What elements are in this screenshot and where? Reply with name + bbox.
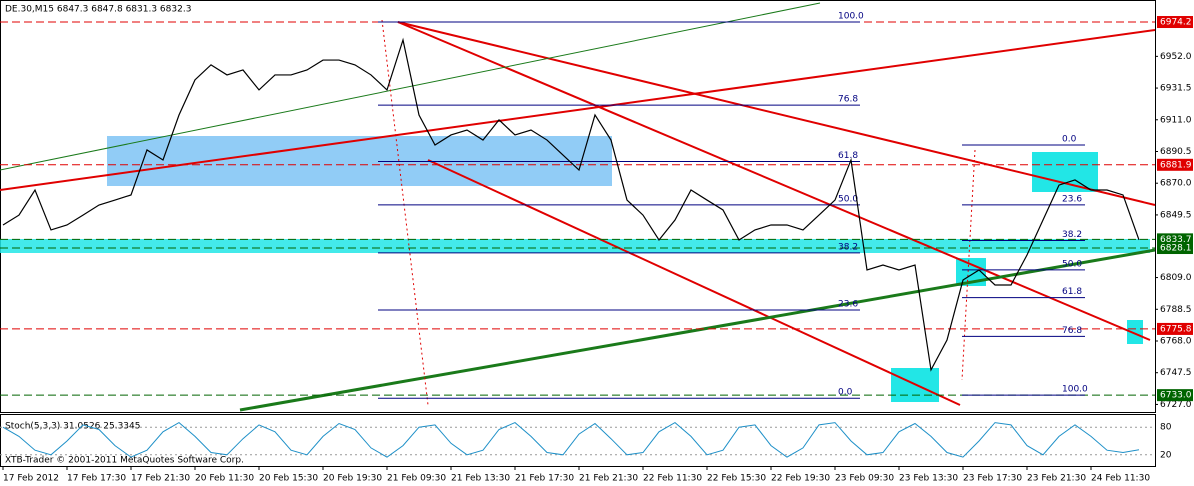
level-label: 6974.2 <box>1160 18 1192 28</box>
stoch-frame <box>0 414 1156 467</box>
y-tick-label: 6890.5 <box>1160 147 1192 157</box>
level-label: 6881.9 <box>1160 160 1192 170</box>
level-box <box>1157 16 1193 29</box>
fib-label: 0.0 <box>1062 134 1077 144</box>
x-tick-label: 21 Feb 21:30 <box>579 474 638 484</box>
trend-line <box>0 29 1156 191</box>
x-tick-label: 23 Feb 21:30 <box>1027 474 1086 484</box>
level-label: 6833.7 <box>1160 235 1192 245</box>
y-tick-label: 6727.0 <box>1160 400 1192 410</box>
x-tick-label: 17 Feb 17:30 <box>67 474 126 484</box>
fib-label: 23.6 <box>1062 194 1082 204</box>
y-tick-label: 6809.0 <box>1160 273 1192 283</box>
x-tick-label: 17 Feb 2012 <box>3 474 59 484</box>
zone <box>0 239 1150 253</box>
price-line <box>2 37 1140 372</box>
y-tick-label: 6952.0 <box>1160 52 1192 62</box>
x-tick-label: 21 Feb 13:30 <box>451 474 510 484</box>
stoch-tick-label: 20 <box>1160 450 1172 460</box>
x-tick-label: 20 Feb 11:30 <box>195 474 254 484</box>
stoch-tick-label: 80 <box>1160 423 1172 433</box>
fib-label: 100.0 <box>838 12 864 22</box>
level-box <box>1157 158 1193 171</box>
trend-line <box>397 21 1156 206</box>
x-tick-label: 17 Feb 21:30 <box>131 474 190 484</box>
level-box <box>1157 322 1193 335</box>
fib-label: 38.2 <box>838 242 858 252</box>
fib-label: 76.8 <box>1062 326 1082 336</box>
zone <box>1127 320 1143 344</box>
x-tick-label: 23 Feb 13:30 <box>899 474 958 484</box>
fib-label: 0.0 <box>838 388 853 398</box>
fib-label: 23.6 <box>838 300 858 310</box>
x-tick-label: 23 Feb 09:30 <box>835 474 894 484</box>
trend-line <box>239 248 1156 412</box>
trend-line <box>427 159 961 406</box>
zone <box>1032 152 1098 192</box>
fib-label: 38.2 <box>1062 230 1082 240</box>
footer: XTB-Trader © 2001-2011 MetaQuotes Softwa… <box>5 456 244 466</box>
level-box <box>1157 242 1193 255</box>
x-tick-label: 22 Feb 19:30 <box>771 474 830 484</box>
level-label: 6733.0 <box>1160 391 1192 401</box>
zone <box>107 136 612 186</box>
level-box <box>1157 389 1193 402</box>
level-label: 6775.8 <box>1160 324 1192 334</box>
x-tick-label: 23 Feb 17:30 <box>963 474 1022 484</box>
fib-label: 76.8 <box>838 95 858 105</box>
x-tick-label: 21 Feb 17:30 <box>515 474 574 484</box>
fib-diagonal <box>961 149 976 381</box>
level-label: 6828.1 <box>1160 244 1192 254</box>
x-tick-label: 22 Feb 11:30 <box>643 474 702 484</box>
x-tick-label: 20 Feb 15:30 <box>259 474 318 484</box>
chart-title: DE.30,M15 6847.3 6847.8 6831.3 6832.3 <box>5 5 191 15</box>
x-tick-label: 20 Feb 19:30 <box>323 474 382 484</box>
y-tick-label: 6849.5 <box>1160 210 1192 220</box>
y-tick-label: 6747.5 <box>1160 368 1192 378</box>
stoch-label: Stoch(5,3,3) 31.0526 25.3345 <box>5 422 140 432</box>
x-tick-label: 22 Feb 15:30 <box>707 474 766 484</box>
stoch-line <box>2 421 1140 458</box>
main-frame <box>0 0 1156 413</box>
fib-label: 100.0 <box>1062 385 1088 395</box>
y-tick-label: 6788.5 <box>1160 305 1192 315</box>
y-tick-label: 6768.0 <box>1160 336 1192 346</box>
y-tick-label: 6931.5 <box>1160 84 1192 94</box>
y-tick-label: 6870.0 <box>1160 179 1192 189</box>
y-tick-label: 6911.0 <box>1160 115 1192 125</box>
x-tick-label: 24 Feb 11:30 <box>1091 474 1150 484</box>
fib-label: 61.8 <box>838 151 858 161</box>
trend-line <box>0 2 821 171</box>
fib-label: 61.8 <box>1062 287 1082 297</box>
fib-label: 50.0 <box>1062 259 1082 269</box>
x-tick-label: 21 Feb 09:30 <box>387 474 446 484</box>
trend-line <box>397 21 1151 341</box>
fib-label: 50.0 <box>838 194 858 204</box>
